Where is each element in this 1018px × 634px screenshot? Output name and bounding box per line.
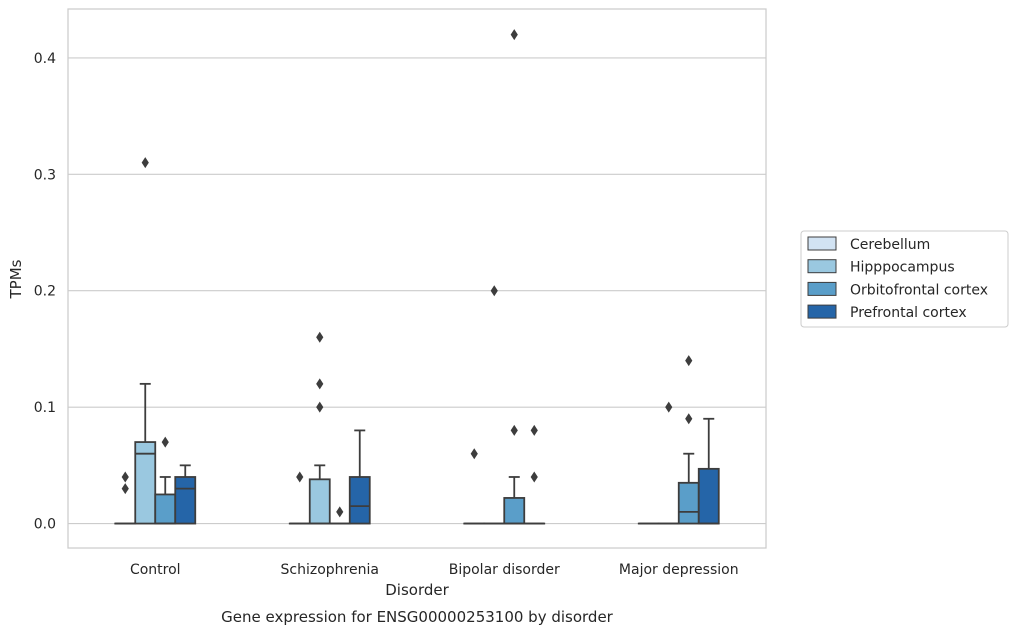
- outlier-point: [470, 448, 478, 460]
- outlier-point: [141, 157, 149, 169]
- outlier-point: [685, 413, 693, 425]
- outlier-point: [665, 401, 673, 413]
- outlier-point: [530, 424, 538, 436]
- box: [308, 478, 331, 525]
- box: [174, 476, 197, 525]
- box: [348, 476, 371, 525]
- outlier-point: [490, 285, 498, 297]
- legend-label: Orbitofrontal cortex: [850, 282, 988, 298]
- legend-swatch: [807, 281, 837, 296]
- outlier-point: [316, 331, 324, 343]
- box: [154, 493, 177, 525]
- outlier-point: [296, 471, 304, 483]
- x-tick-label: Major depression: [619, 562, 739, 578]
- outlier-point: [510, 424, 518, 436]
- plot-frame: [67, 8, 767, 549]
- legend: Cerebellum Hipppocampus Orbitofrontal cort…: [800, 230, 1009, 328]
- x-axis-label: Disorder: [385, 581, 449, 599]
- legend-frame: [800, 230, 1009, 328]
- outlier-point: [685, 355, 693, 367]
- outlier-point: [121, 471, 129, 483]
- outlier-point: [121, 483, 129, 495]
- outlier-point: [316, 401, 324, 413]
- y-tick-label: 0.4: [34, 51, 56, 67]
- legend-swatch: [807, 259, 837, 274]
- chart-title: Gene expression for ENSG00000253100 by d…: [221, 608, 614, 626]
- x-tick-label: Control: [130, 562, 181, 578]
- legend-label: Cerebellum: [850, 237, 930, 253]
- y-tick-labels: 0.0 0.1 0.2 0.3 0.4: [34, 51, 56, 533]
- boxes-layer: [114, 29, 720, 525]
- legend-swatch: [807, 304, 837, 319]
- y-tick-label: 0.3: [34, 167, 56, 183]
- y-tick-label: 0.1: [34, 400, 56, 416]
- outlier-point: [510, 29, 518, 41]
- y-tick-label: 0.0: [34, 517, 56, 533]
- legend-label: Prefrontal cortex: [850, 305, 967, 321]
- outlier-point: [161, 436, 169, 448]
- x-tick-labels: Control Schizophrenia Bipolar disorder Majo…: [130, 562, 739, 578]
- box: [677, 481, 700, 525]
- outlier-point: [336, 506, 344, 518]
- x-tick-label: Bipolar disorder: [449, 562, 560, 578]
- box: [503, 497, 526, 525]
- x-tick-label: Schizophrenia: [281, 562, 379, 578]
- legend-label: Hipppocampus: [850, 260, 955, 276]
- box: [134, 441, 157, 525]
- outlier-point: [316, 378, 324, 390]
- legend-swatch: [807, 236, 837, 251]
- plot-background: [68, 9, 766, 548]
- outlier-point: [530, 471, 538, 483]
- y-tick-label: 0.2: [34, 284, 56, 300]
- y-axis-label: TPMs: [7, 259, 25, 299]
- box: [697, 467, 720, 525]
